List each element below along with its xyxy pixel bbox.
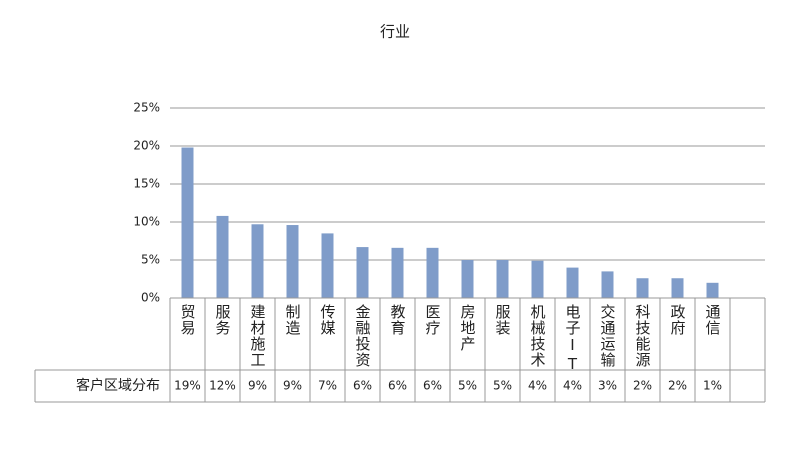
bar <box>426 247 439 298</box>
bar <box>601 271 614 298</box>
table-value: 9% <box>283 379 302 393</box>
y-tick-label: 10% <box>133 215 160 229</box>
bar <box>461 260 474 298</box>
table-value: 12% <box>209 379 236 393</box>
x-tick-label: 医疗 <box>424 304 442 336</box>
y-tick-label: 20% <box>133 139 160 153</box>
x-tick-label: 金融投资 <box>354 304 372 368</box>
y-tick-label: 5% <box>141 253 160 267</box>
bar <box>251 224 264 298</box>
bar <box>181 147 194 298</box>
y-tick-label: 15% <box>133 177 160 191</box>
table-value: 6% <box>353 379 372 393</box>
x-tick-label: 科技能源 <box>634 304 652 368</box>
x-tick-label: 交通运输 <box>599 303 617 368</box>
x-tick-label: 制造 <box>284 304 302 336</box>
x-tick-label: 政府 <box>669 304 687 336</box>
bar <box>216 215 229 298</box>
bar <box>636 278 649 298</box>
bar <box>566 267 579 298</box>
bar <box>531 260 544 298</box>
table-value: 3% <box>598 379 617 393</box>
x-tick-label: 贸易 <box>179 304 197 336</box>
x-tick-label: 传媒 <box>319 304 337 336</box>
bar <box>391 247 404 298</box>
bar <box>286 225 299 298</box>
y-tick-label: 25% <box>133 101 160 115</box>
table-value: 4% <box>528 379 547 393</box>
table-value: 2% <box>633 379 652 393</box>
table-value: 7% <box>318 379 337 393</box>
x-tick-label: 机械技术 <box>529 304 547 368</box>
table-value: 5% <box>458 379 477 393</box>
table-value: 6% <box>423 379 442 393</box>
table-value: 9% <box>248 379 267 393</box>
x-tick-label: 建材施工 <box>249 304 267 368</box>
chart-title: 行业 <box>380 23 410 41</box>
bar <box>706 282 719 298</box>
row-header: 客户区域分布 <box>76 377 160 394</box>
table-value: 4% <box>563 379 582 393</box>
bar <box>496 260 509 298</box>
x-tick-label: 服装 <box>494 304 512 336</box>
bar <box>356 247 369 298</box>
bar <box>671 278 684 298</box>
table-value: 19% <box>174 379 201 393</box>
bar <box>321 233 334 298</box>
y-tick-label: 0% <box>141 291 160 305</box>
table-value: 2% <box>668 379 687 393</box>
table-value: 1% <box>703 379 722 393</box>
x-tick-label: 房地产 <box>459 304 477 352</box>
table-value: 6% <box>388 379 407 393</box>
table-value: 5% <box>493 379 512 393</box>
x-tick-label: 电子IT <box>564 304 582 374</box>
x-tick-label: 服务 <box>214 304 232 336</box>
x-tick-label: 教育 <box>389 304 407 336</box>
x-tick-label: 通信 <box>704 304 722 336</box>
